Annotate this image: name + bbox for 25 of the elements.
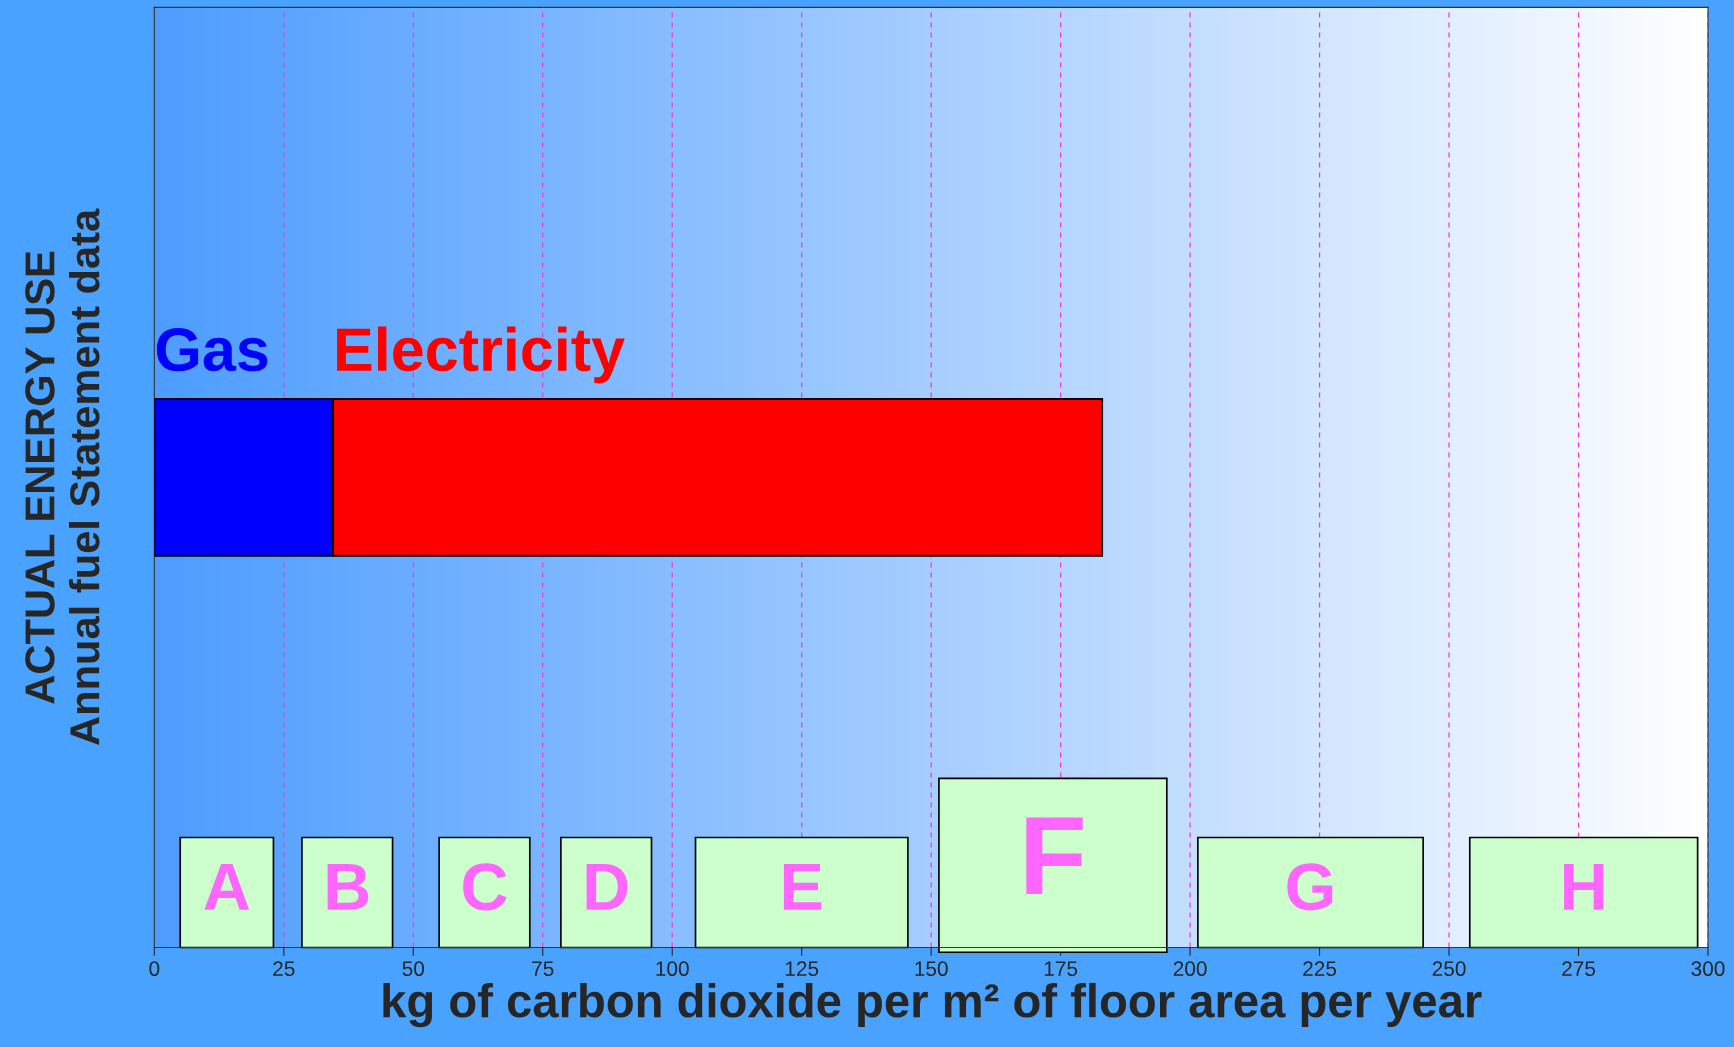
x-tick-label: 100 <box>656 961 689 977</box>
x-tick-label: 125 <box>785 961 819 977</box>
band-label: H <box>1564 863 1604 910</box>
band-label: G <box>1287 863 1333 911</box>
series-label: Gas <box>156 328 268 372</box>
x-tick-label: 150 <box>915 961 948 977</box>
x-tick-label: 175 <box>1044 961 1078 977</box>
x-tick-label: 50 <box>402 961 425 977</box>
band-label: A <box>204 863 250 910</box>
band-label: C <box>463 863 507 911</box>
x-tick-label: 0 <box>149 961 160 977</box>
x-tick-label: 25 <box>273 961 295 977</box>
y-axis-title: ACTUAL ENERGY USE Annual fuel Statement data <box>25 208 100 745</box>
band-label: B <box>327 863 369 910</box>
x-axis-title: kg of carbon dioxide per m² of floor area per year <box>383 982 1482 1028</box>
x-tick-label: 75 <box>532 961 554 977</box>
x-tick-label: 300 <box>1691 961 1725 977</box>
band-label: D <box>586 863 628 910</box>
x-tick-label: 250 <box>1432 961 1466 977</box>
series-label: Electricity <box>337 326 625 384</box>
x-tick-label: 275 <box>1562 961 1596 977</box>
x-tick-label: 200 <box>1173 961 1207 977</box>
x-tick-label: 225 <box>1303 961 1337 977</box>
band-label: F <box>1026 817 1083 894</box>
band-label: E <box>783 863 822 910</box>
